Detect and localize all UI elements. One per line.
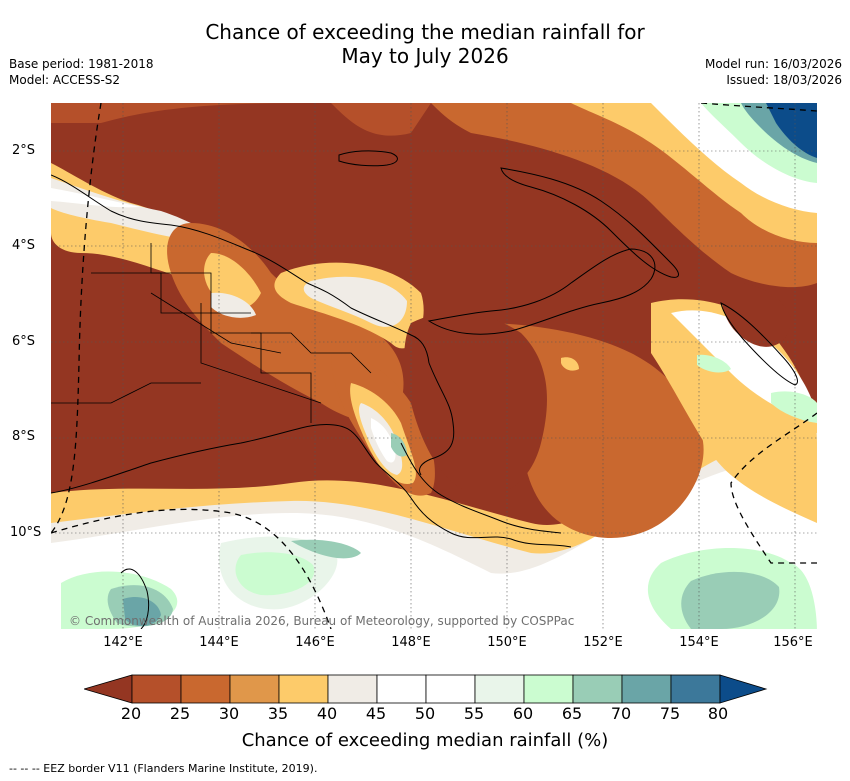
eez-border — [51, 103, 817, 629]
issued-date: Issued: 18/03/2026 — [726, 73, 842, 87]
cb-tick-70: 70 — [610, 704, 632, 723]
model-name: Model: ACCESS-S2 — [9, 73, 121, 87]
lon-label-152e: 152°E — [583, 635, 623, 650]
colorbar-cell — [327, 674, 378, 704]
colorbar-cell — [180, 674, 231, 704]
lat-label-10s: 10°S — [10, 525, 42, 540]
lat-label-6s: 6°S — [12, 334, 36, 349]
base-period: Base period: 1981-2018 — [9, 57, 154, 71]
map-title-line2: May to July 2026 — [341, 44, 509, 68]
contour-60-south-a — [235, 552, 315, 596]
contour-25-north — [51, 103, 431, 136]
contour-20-central-core — [404, 312, 547, 496]
map-title-line1: Chance of exceeding the median rainfall … — [205, 20, 645, 44]
cb-tick-30: 30 — [218, 704, 240, 723]
cb-tick-60: 60 — [512, 704, 534, 723]
cb-tick-65: 65 — [561, 704, 583, 723]
contour-70-southwest — [123, 596, 161, 627]
cb-tick-20: 20 — [120, 704, 142, 723]
lon-label-142e: 142°E — [103, 635, 143, 650]
province-borders — [51, 243, 372, 423]
coastline — [51, 150, 798, 629]
contour-50-northwest — [51, 188, 141, 208]
cb-tick-35: 35 — [267, 704, 289, 723]
cb-tick-55: 55 — [463, 704, 485, 723]
colorbar-cell — [229, 674, 280, 704]
contour-20-east-core — [720, 282, 791, 347]
colorbar-cell — [474, 674, 525, 704]
colorbar-cell — [572, 674, 623, 704]
cb-tick-45: 45 — [365, 704, 387, 723]
colorbar-cell — [523, 674, 574, 704]
colorbar-cell — [621, 674, 672, 704]
colorbar-cell — [670, 674, 721, 704]
copyright-notice: © Commonwealth of Australia 2026, Bureau… — [69, 614, 575, 628]
lat-label-8s: 8°S — [12, 429, 36, 444]
lat-label-4s: 4°S — [12, 238, 36, 253]
contour-65-southeast — [681, 571, 780, 629]
colorbar-cell — [131, 674, 182, 704]
contour-45-west-lobe — [211, 292, 256, 318]
eez-legend-note: -- -- -- EEZ border V11 (Flanders Marine… — [9, 762, 318, 775]
rainfall-map-svg — [51, 103, 817, 629]
colorbar-cell — [376, 674, 427, 704]
colorbar-extend-low — [84, 674, 133, 704]
model-run: Model run: 16/03/2026 — [704, 57, 842, 71]
contour-60-far-east — [771, 391, 817, 423]
contour-65-south-a — [291, 539, 361, 559]
rainfall-map — [51, 103, 817, 629]
contour-65-gulf — [391, 433, 407, 457]
lon-label-144e: 144°E — [199, 635, 239, 650]
lon-label-154e: 154°E — [679, 635, 719, 650]
cb-tick-25: 25 — [169, 704, 191, 723]
lon-label-148e: 148°E — [391, 635, 431, 650]
contour-30-north — [431, 103, 817, 288]
lon-label-150e: 150°E — [487, 635, 527, 650]
colorbar-label: Chance of exceeding median rainfall (%) — [241, 730, 609, 751]
cb-tick-40: 40 — [316, 704, 338, 723]
colorbar — [84, 674, 768, 704]
contour-80-northeast — [766, 103, 817, 158]
lon-label-156e: 156°E — [773, 635, 813, 650]
cb-tick-80: 80 — [707, 704, 729, 723]
cb-tick-50: 50 — [414, 704, 436, 723]
contour-35-east-spot — [561, 357, 579, 371]
contour-45-central — [303, 276, 407, 327]
lat-label-2s: 2°S — [12, 143, 36, 158]
cb-tick-75: 75 — [659, 704, 681, 723]
colorbar-extend-high — [719, 674, 768, 704]
colorbar-cell — [278, 674, 329, 704]
colorbar-cell — [425, 674, 476, 704]
contour-60-east — [697, 354, 731, 373]
lon-label-146e: 146°E — [295, 635, 335, 650]
contour-50-gulf — [371, 418, 396, 463]
